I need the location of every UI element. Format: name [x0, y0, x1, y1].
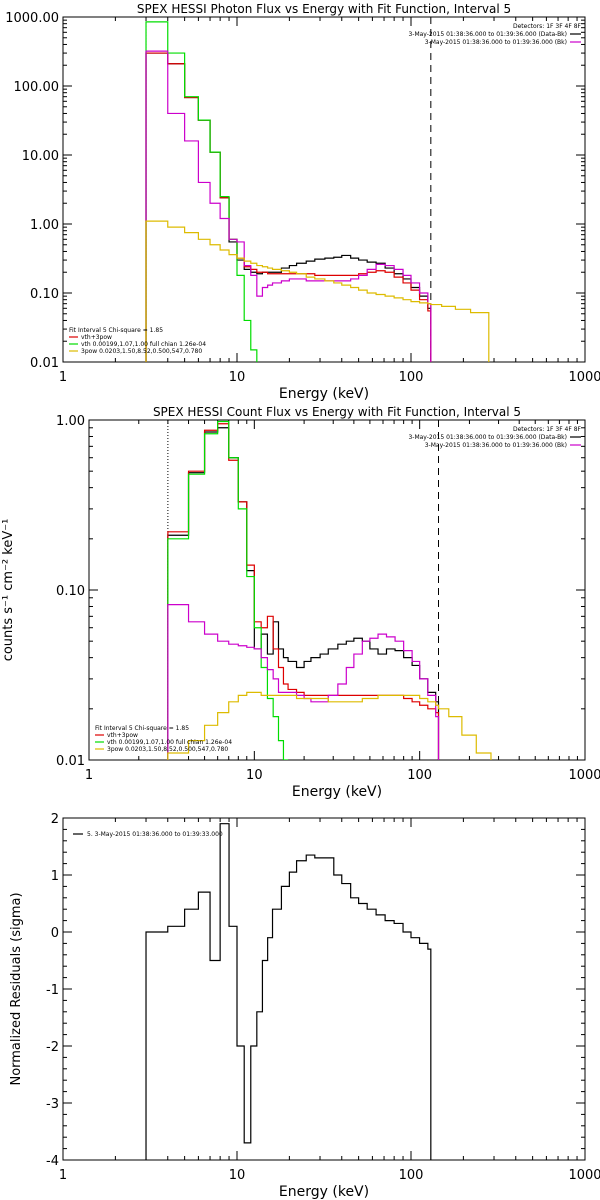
series-line [145, 21, 264, 362]
x-tick-label: 1 [59, 1168, 67, 1183]
y-tick-label: 1.00 [56, 414, 85, 429]
x-tick-label: 100 [399, 370, 424, 385]
chart-title: SPEX HESSI Photon Flux vs Energy with Fi… [137, 2, 511, 16]
y-tick-label: 1 [51, 869, 59, 884]
y-tick-label: -4 [46, 1154, 59, 1169]
y-tick-label: -3 [46, 1097, 59, 1112]
series-line [167, 691, 492, 760]
y-tick-label: 2 [51, 812, 59, 827]
residuals-panel: 1 10 100 1000 -4 -3 -2 -1 0 1 2 Energy (keV) Normali… [9, 812, 600, 1200]
y-tick-label: 1.00 [30, 218, 59, 233]
x-axis-label: Energy (keV) [292, 784, 382, 800]
y-tick-label: 0.10 [30, 287, 59, 302]
legend-detectors: Detectors: 1F 3F 4F 8F [513, 426, 582, 433]
legend-fit-header: Fit Interval 5 Chi-square = 1.85 [95, 725, 189, 732]
y-tick-label: 100.00 [14, 80, 60, 95]
x-tick-label: 100 [399, 1168, 424, 1183]
y-tick-label: 10.00 [22, 149, 59, 164]
y-tick-label: 0 [51, 926, 59, 941]
y-tick-label: -1 [46, 983, 59, 998]
legend-entry: 3-May-2015 01:38:36.000 to 01:39:36.000 … [425, 442, 567, 449]
y-tick-label: -2 [46, 1040, 59, 1055]
x-tick-label: 10 [229, 370, 246, 385]
legend-entry: 3-May-2015 01:38:36.000 to 01:39:36.000 … [408, 31, 567, 38]
series-line [145, 52, 432, 362]
x-tick-label: 10 [229, 1168, 246, 1183]
legend-entry: 3-May-2015 01:38:36.000 to 01:39:36.000 … [425, 39, 567, 46]
plot-frame [62, 817, 586, 1161]
y-tick-label: 1000.00 [5, 11, 59, 26]
y-axis-label: Normalized Residuals (sigma) [9, 892, 24, 1085]
y-axis-label: counts s⁻¹ cm⁻² keV⁻¹ [1, 519, 16, 662]
legend-entry: vth 0.00199,1.07,1.00 full chian 1.26e-0… [107, 739, 232, 746]
legend-entry: 3pow 0.0203,1.50,8.52,0.500,547,0.780 [81, 348, 202, 355]
legend-entry: vth 0.00199,1.07,1.00 full chian 1.26e-0… [81, 341, 206, 348]
legend-entry: 3-May-2015 01:38:36.000 to 01:39:36.000 … [408, 434, 567, 441]
legend-entry: vth+3pow [81, 334, 112, 341]
x-tick-label: 1 [85, 768, 93, 783]
x-axis-label: Energy (keV) [279, 386, 369, 402]
series-line [145, 823, 432, 1160]
legend-entry: 3pow 0.0203,1.50,8.52,0.500,547,0.780 [107, 746, 228, 753]
series-line [167, 427, 440, 760]
chart-title: SPEX HESSI Count Flux vs Energy with Fit… [153, 405, 521, 419]
legend-entry: vth+3pow [107, 732, 138, 739]
y-tick-label: 0.10 [56, 584, 85, 599]
plot-frame [62, 16, 586, 363]
legend-fit-header: Fit Interval 5 Chi-square = 1.85 [69, 327, 163, 334]
x-axis-label: Energy (keV) [279, 1184, 369, 1200]
x-tick-label: 1000 [568, 1168, 600, 1183]
y-tick-label: 0.01 [30, 356, 59, 371]
photon-flux-panel: 1 10 100 1000 0.01 0.10 1.00 10.00 100.00 1000.00… [5, 2, 600, 402]
series-line [145, 52, 432, 362]
series-line [167, 423, 440, 760]
count-flux-panel: 1 10 100 1000 0.01 0.10 1.00 SPEX HESSI Count F… [1, 405, 600, 800]
series-line [145, 50, 432, 362]
series-line [167, 604, 440, 760]
x-tick-label: 1000 [568, 768, 600, 783]
series-line [167, 420, 289, 760]
legend-entry: 5. 3-May-2015 01:38:36.000 to 01:39:33.0… [87, 831, 223, 838]
legend-detectors: Detectors: 1F 3F 4F 8F [513, 23, 582, 30]
x-tick-label: 1 [59, 370, 67, 385]
y-tick-label: 0.01 [56, 754, 85, 769]
x-tick-label: 100 [407, 768, 432, 783]
x-tick-label: 1000 [568, 370, 600, 385]
x-tick-label: 10 [246, 768, 263, 783]
series-line [145, 220, 490, 362]
plot-frame [88, 419, 586, 761]
